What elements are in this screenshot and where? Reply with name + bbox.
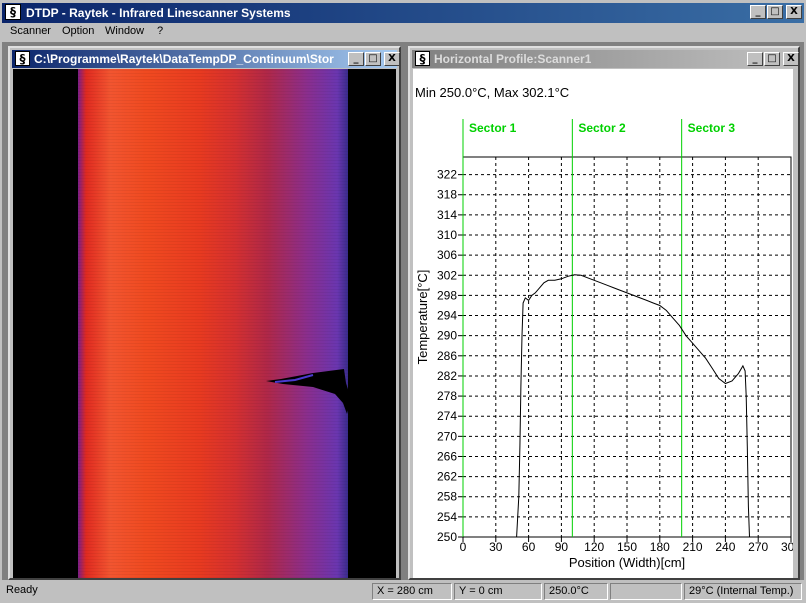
menu-scanner[interactable]: Scanner (10, 25, 51, 37)
y-tick-label: 250 (437, 530, 457, 544)
menu-bar: Scanner Option Window ? (2, 23, 804, 41)
close-button[interactable]: X (786, 5, 802, 19)
status-temperature: 250.0°C (544, 583, 608, 600)
horizontal-profile-window[interactable]: § Horizontal Profile:Scanner1 _ □ X Min … (408, 46, 800, 580)
child-minimize-button[interactable]: _ (348, 52, 364, 66)
x-tick-label: 240 (715, 540, 735, 554)
x-tick-label: 120 (584, 540, 604, 554)
menu-option[interactable]: Option (62, 25, 95, 37)
y-tick-label: 258 (437, 490, 457, 504)
x-tick-label: 30 (489, 540, 503, 554)
x-tick-label: 210 (683, 540, 703, 554)
maximize-button[interactable]: □ (767, 5, 783, 19)
hot-material-strip (78, 69, 348, 578)
child-close-button[interactable]: X (783, 52, 799, 66)
y-tick-label: 290 (437, 329, 457, 343)
thermal-image-window[interactable]: § C:\Programme\Raytek\DataTempDP_Continu… (8, 46, 401, 580)
menu-help[interactable]: ? (157, 25, 164, 37)
thermal-window-titlebar[interactable]: § C:\Programme\Raytek\DataTempDP_Continu… (12, 50, 400, 68)
status-x-position: X = 280 cm (372, 583, 452, 600)
sector-label: Sector 2 (578, 121, 626, 135)
x-tick-label: 60 (522, 540, 536, 554)
sector-label: Sector 1 (469, 121, 517, 135)
child-maximize-button[interactable]: □ (365, 52, 381, 66)
status-bar: Ready X = 280 cm Y = 0 cm 250.0°C 29°C (… (2, 581, 804, 601)
y-tick-label: 262 (437, 470, 457, 484)
y-tick-label: 294 (437, 309, 457, 323)
child-logo-icon[interactable]: § (415, 51, 430, 66)
child-maximize-button[interactable]: □ (764, 52, 780, 66)
app-logo-icon[interactable]: § (5, 4, 21, 20)
x-tick-label: 90 (555, 540, 569, 554)
status-ready: Ready (6, 584, 38, 596)
menu-window[interactable]: Window (105, 25, 145, 37)
y-tick-label: 270 (437, 429, 457, 443)
y-tick-label: 286 (437, 349, 457, 363)
y-tick-label: 266 (437, 449, 457, 463)
x-tick-label: 300 (781, 540, 793, 554)
status-empty-pane (610, 583, 682, 600)
y-tick-label: 310 (437, 228, 457, 242)
x-tick-label: 270 (748, 540, 768, 554)
y-tick-label: 318 (437, 188, 457, 202)
x-tick-label: 180 (650, 540, 670, 554)
y-tick-label: 314 (437, 208, 457, 222)
profile-window-title: Horizontal Profile:Scanner1 (434, 52, 592, 66)
child-logo-icon[interactable]: § (15, 51, 30, 66)
defect-notch (266, 369, 351, 414)
child-close-button[interactable]: X (384, 52, 400, 66)
y-tick-label: 322 (437, 168, 457, 182)
y-tick-label: 278 (437, 389, 457, 403)
y-tick-label: 298 (437, 288, 457, 302)
y-tick-label: 254 (437, 510, 457, 524)
status-internal-temp: 29°C (Internal Temp.) (684, 583, 802, 600)
x-tick-label: 0 (460, 540, 467, 554)
y-tick-label: 282 (437, 369, 457, 383)
y-tick-label: 302 (437, 268, 457, 282)
profile-window-titlebar[interactable]: § Horizontal Profile:Scanner1 _ □ X (412, 50, 799, 68)
child-minimize-button[interactable]: _ (747, 52, 763, 66)
thermal-image[interactable] (13, 69, 396, 578)
app-title: DTDP - Raytek - Infrared Linescanner Sys… (26, 6, 291, 20)
x-tick-label: 150 (617, 540, 637, 554)
x-axis-label: Position (Width)[cm] (569, 555, 685, 570)
min-max-readout: Min 250.0°C, Max 302.1°C (415, 85, 570, 100)
sector-label: Sector 3 (688, 121, 736, 135)
app-titlebar[interactable]: § DTDP - Raytek - Infrared Linescanner S… (2, 3, 804, 23)
y-axis-label: Temperature[°C] (415, 270, 430, 365)
mdi-client-area: § C:\Programme\Raytek\DataTempDP_Continu… (2, 42, 804, 580)
y-tick-label: 306 (437, 248, 457, 262)
temperature-profile-chart[interactable]: 0 30 60 90 120 150 180 210 240 270 300 250 254 258 262… (413, 69, 793, 578)
temperature-profile-line (463, 274, 791, 538)
profile-plot-area: Min 250.0°C, Max 302.1°C 0 30 60 90 120 150 18… (413, 69, 793, 578)
status-y-position: Y = 0 cm (454, 583, 542, 600)
y-tick-label: 274 (437, 409, 457, 423)
minimize-button[interactable]: _ (750, 5, 766, 19)
thermal-window-title: C:\Programme\Raytek\DataTempDP_Continuum… (34, 52, 334, 66)
